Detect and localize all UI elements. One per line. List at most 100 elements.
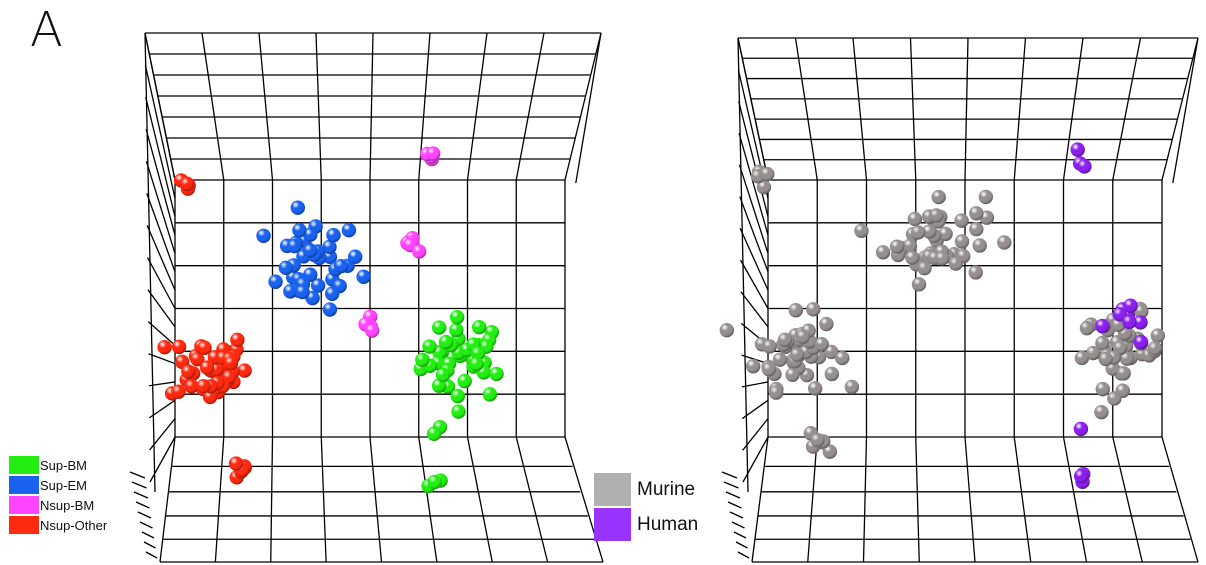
data-point <box>762 339 777 354</box>
data-point <box>922 224 937 239</box>
data-point <box>772 352 788 367</box>
series-nsup-bm <box>358 146 441 338</box>
series-human <box>1070 142 1149 490</box>
data-point <box>303 243 318 258</box>
data-point <box>978 189 994 205</box>
data-point <box>810 432 825 448</box>
data-point <box>835 350 850 366</box>
data-point <box>322 239 337 255</box>
data-point <box>171 339 187 355</box>
data-point <box>1095 318 1110 334</box>
data-point <box>806 302 821 317</box>
data-point <box>756 179 772 195</box>
data-point <box>917 260 932 276</box>
data-point <box>292 223 307 238</box>
data-point <box>1074 350 1090 366</box>
data-point <box>278 260 294 276</box>
legend-item-sup-bm: Sup-BM <box>9 455 107 475</box>
data-point <box>482 387 498 402</box>
series-nsup-other <box>157 173 252 485</box>
points-panel-2 <box>719 142 1165 490</box>
data-point <box>948 256 964 271</box>
data-point <box>1085 345 1101 361</box>
data-point <box>341 223 357 238</box>
data-point <box>181 364 196 379</box>
data-point <box>785 367 800 382</box>
data-point <box>179 176 195 192</box>
data-point <box>356 269 371 284</box>
data-point <box>322 302 338 317</box>
data-point <box>777 332 793 347</box>
data-point <box>295 284 310 300</box>
points-panel-1 <box>157 146 504 494</box>
series-murine <box>719 164 1165 459</box>
data-point <box>1116 366 1131 381</box>
data-point <box>237 363 252 378</box>
data-point <box>1119 351 1135 366</box>
legend-item-nsup-bm: Nsup-BM <box>9 495 107 515</box>
data-point <box>283 284 298 299</box>
data-point <box>451 404 466 419</box>
data-point <box>931 189 946 205</box>
legend-cell-types: Sup-BM Sup-EM Nsup-BM Nsup-Other <box>9 455 107 535</box>
data-point <box>230 332 245 348</box>
data-point <box>768 385 784 400</box>
legend-label-sup-em: Sup-EM <box>40 477 87 493</box>
data-point <box>824 344 839 360</box>
data-point <box>268 274 283 289</box>
legend-label-sup-bm: Sup-BM <box>40 457 87 473</box>
series-sup-bm <box>413 309 504 494</box>
data-point <box>364 323 380 338</box>
data-point <box>435 367 451 383</box>
data-point <box>745 359 761 374</box>
data-point <box>807 381 823 396</box>
legend-item-nsup-other: Nsup-Other <box>9 515 107 535</box>
data-point <box>1107 391 1122 406</box>
data-point <box>1095 335 1110 351</box>
data-point <box>907 211 923 227</box>
data-point <box>969 222 984 237</box>
data-point <box>432 320 447 335</box>
legend-label-human: Human <box>637 513 699 535</box>
legend-label-murine: Murine <box>637 478 696 500</box>
data-point <box>972 238 987 253</box>
data-point <box>1073 421 1089 437</box>
data-point <box>1111 317 1126 333</box>
data-point <box>325 286 340 302</box>
data-point <box>905 250 920 265</box>
data-point <box>471 319 487 335</box>
data-point <box>1134 304 1149 319</box>
data-point <box>760 166 775 182</box>
data-point <box>911 277 927 292</box>
data-point <box>910 225 926 240</box>
legend-swatch-nsup-other <box>9 516 39 534</box>
data-point <box>197 340 212 355</box>
data-point <box>1123 298 1138 313</box>
data-point <box>310 278 326 293</box>
data-point <box>1133 315 1148 330</box>
legend-swatch-sup-em <box>9 476 39 494</box>
data-point <box>425 146 441 161</box>
data-point <box>814 336 829 352</box>
data-point <box>470 346 486 361</box>
data-point <box>333 259 349 274</box>
data-point <box>457 373 472 389</box>
legend-item-human: Human <box>594 507 698 542</box>
data-point <box>303 227 318 242</box>
data-point <box>929 208 944 223</box>
data-point <box>326 227 341 243</box>
data-point <box>819 316 834 332</box>
data-point <box>1074 468 1089 484</box>
data-point <box>427 474 442 490</box>
data-point <box>449 322 464 338</box>
data-point <box>1112 307 1128 322</box>
data-point <box>348 249 363 264</box>
data-point <box>844 379 860 395</box>
panel-label: A <box>30 2 63 58</box>
data-point <box>954 213 969 228</box>
data-point <box>422 339 437 354</box>
legend-swatch-murine <box>594 473 631 506</box>
data-point <box>223 355 239 371</box>
legend-swatch-sup-bm <box>9 456 39 474</box>
